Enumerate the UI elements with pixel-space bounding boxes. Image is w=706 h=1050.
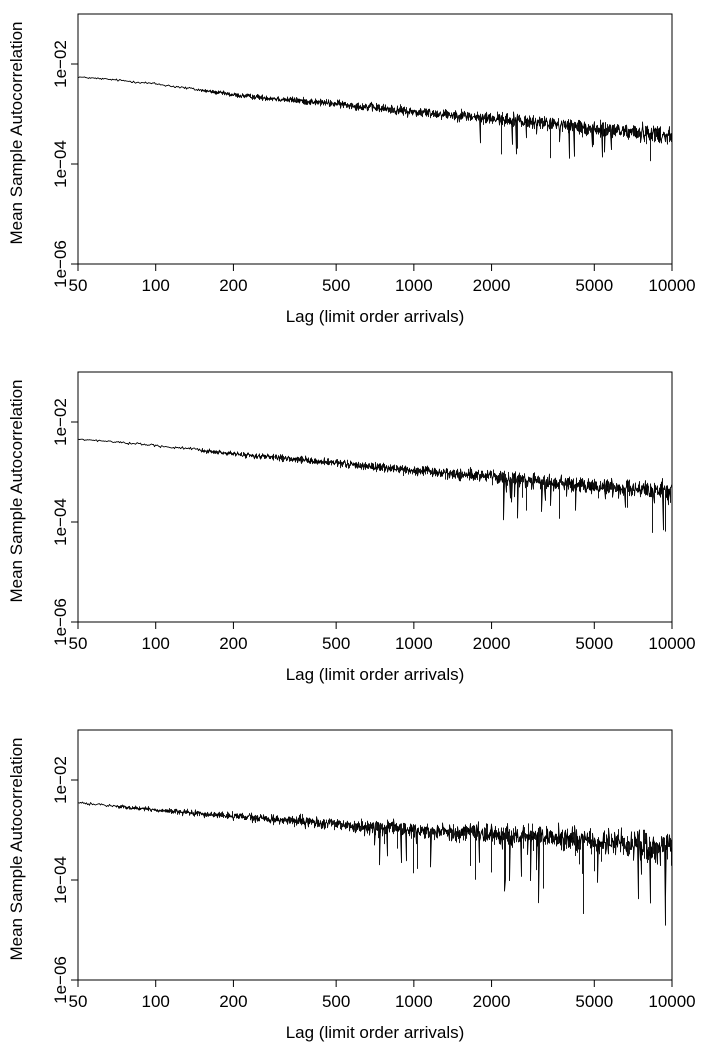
y-tick-label: 1e−04 <box>51 498 70 546</box>
x-tick-label: 100 <box>142 992 170 1011</box>
x-tick-label: 1000 <box>395 276 433 295</box>
x-tick-label: 2000 <box>473 634 511 653</box>
x-tick-label: 50 <box>69 634 88 653</box>
x-tick-label: 5000 <box>575 992 613 1011</box>
x-tick-label: 50 <box>69 992 88 1011</box>
y-axis-label: Mean Sample Autocorrelation <box>7 737 26 960</box>
plot-frame <box>77 371 673 623</box>
plot-frame <box>77 729 673 981</box>
chart-panel-1: 50 100 200 500 1000 2000 5000 10000 1e−06 1e−04 1e… <box>7 13 696 326</box>
autocorrelation-series-line <box>78 801 672 926</box>
x-tick-label: 200 <box>219 992 247 1011</box>
x-tick-label: 500 <box>322 634 350 653</box>
y-axis-label: Mean Sample Autocorrelation <box>7 21 26 244</box>
x-tick-label: 10000 <box>648 276 695 295</box>
x-axis-label: Lag (limit order arrivals) <box>286 1023 465 1042</box>
chart-panel-2: 50 100 200 500 1000 2000 5000 10000 1e−06 1e−04 1e… <box>7 371 696 684</box>
y-tick-label: 1e−02 <box>51 756 70 804</box>
x-tick-label: 200 <box>219 634 247 653</box>
x-axis-label: Lag (limit order arrivals) <box>286 665 465 684</box>
x-tick-label: 1000 <box>395 634 433 653</box>
x-tick-label: 5000 <box>575 634 613 653</box>
x-tick-label: 500 <box>322 276 350 295</box>
x-tick-label: 500 <box>322 992 350 1011</box>
x-tick-label: 1000 <box>395 992 433 1011</box>
autocorrelation-series-line <box>78 438 672 533</box>
x-tick-label: 2000 <box>473 992 511 1011</box>
x-tick-label: 5000 <box>575 276 613 295</box>
y-axis-label: Mean Sample Autocorrelation <box>7 379 26 602</box>
x-tick-label: 10000 <box>648 634 695 653</box>
x-tick-label: 50 <box>69 276 88 295</box>
plot-frame <box>77 13 673 265</box>
y-tick-label: 1e−06 <box>51 956 70 1004</box>
autocorrelation-series-line <box>78 76 672 162</box>
x-tick-label: 200 <box>219 276 247 295</box>
y-tick-label: 1e−04 <box>51 140 70 188</box>
x-axis-label: Lag (limit order arrivals) <box>286 307 465 326</box>
y-tick-label: 1e−06 <box>51 240 70 288</box>
x-tick-label: 100 <box>142 276 170 295</box>
y-tick-label: 1e−02 <box>51 40 70 88</box>
y-tick-label: 1e−04 <box>51 856 70 904</box>
y-tick-label: 1e−06 <box>51 598 70 646</box>
y-tick-label: 1e−02 <box>51 398 70 446</box>
x-tick-label: 2000 <box>473 276 511 295</box>
x-tick-label: 10000 <box>648 992 695 1011</box>
x-tick-label: 100 <box>142 634 170 653</box>
chart-panel-3: 50 100 200 500 1000 2000 5000 10000 1e−06 1e−04 1e… <box>7 729 696 1042</box>
